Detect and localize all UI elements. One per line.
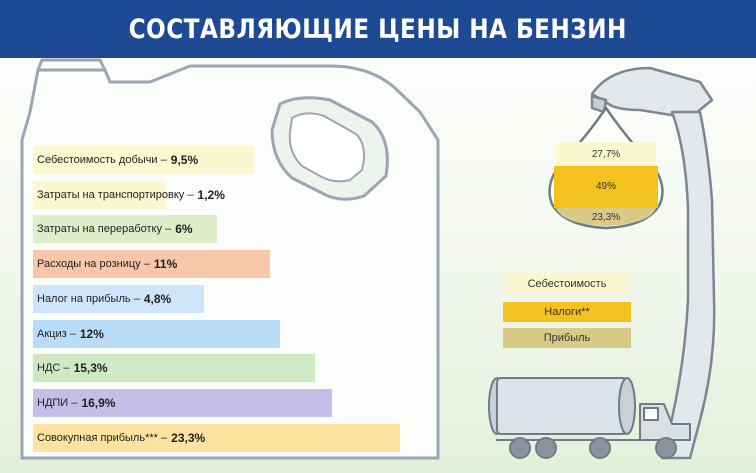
fuel-nozzle-icon (590, 66, 716, 460)
page-title: СОСТАВЛЯЮЩИЕ ЦЕНЫ НА БЕНЗИН (128, 13, 628, 45)
bar-value-label: 1,2% (197, 187, 225, 202)
bar-2: Затраты на переработку – 6% (33, 215, 217, 244)
drop-segment-label: 23,3% (591, 212, 621, 223)
tanker-truck-icon (488, 377, 691, 459)
header-banner: СОСТАВЛЯЮЩИЕ ЦЕНЫ НА БЕНЗИН (0, 0, 756, 58)
bar-4: Налог на прибыль – 4,8% (33, 284, 204, 313)
bar-6: НДС – 15,3% (33, 354, 316, 383)
bar-value-label: 16,9% (81, 395, 116, 410)
bar-value-label: 12% (79, 326, 104, 341)
bar-value-label: 9,5% (170, 153, 199, 167)
bar-0: Себестоимость добычи – 9,5% (33, 146, 254, 174)
drop-segment-label: 27,7% (591, 149, 621, 160)
bar-label: Налог на прибыль (37, 292, 131, 305)
bar-1: Затраты на транспортировку – 1,2% (33, 180, 225, 209)
bar-label: Затраты на транспортировку (37, 188, 185, 201)
bar-5: Акциз – 12% (33, 319, 281, 348)
bar-label: Совокупная прибыль*** (37, 431, 158, 444)
bar-value-label: 15,3% (73, 361, 108, 376)
fuel-drop-icon (548, 105, 664, 230)
legend-item: Прибыль (503, 328, 631, 348)
bar-value-label: 4,8% (143, 291, 172, 306)
bar-label: НДПИ (37, 396, 69, 409)
bar-3: Расходы на розницу – 11% (33, 250, 270, 279)
legend-item: Налоги** (503, 302, 631, 322)
bar-label: Себестоимость добычи (37, 154, 158, 166)
bar-label: Акциз (37, 327, 67, 340)
bar-value-label: 11% (153, 257, 178, 272)
bar-value-label: 23,3% (171, 430, 206, 445)
bar-8: Совокупная прибыль*** – 23,3% (33, 423, 400, 452)
legend-item: Себестоимость (503, 274, 631, 294)
drop-segment-label: 49% (595, 181, 616, 192)
bar-label: Расходы на розницу (37, 258, 141, 271)
bar-value-label: 6% (175, 222, 193, 237)
bar-label: НДС (37, 362, 61, 375)
bar-label: Затраты на переработку (37, 223, 162, 236)
bar-7: НДПИ – 16,9% (33, 388, 333, 417)
